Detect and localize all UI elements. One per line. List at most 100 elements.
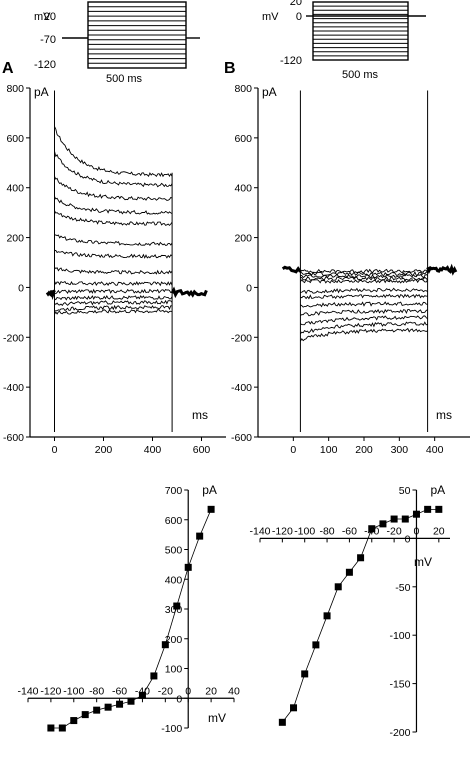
- y-tick-label: -200: [231, 332, 252, 344]
- current-trace: [300, 293, 428, 300]
- current-trace: [54, 249, 173, 259]
- iv-data-point: [161, 641, 169, 649]
- x-tick-label: 0: [290, 444, 296, 456]
- x-tick-label: -100: [63, 685, 84, 697]
- iv-data-point: [196, 532, 204, 540]
- y-tick-label: -100: [161, 723, 182, 735]
- iv-data-point: [301, 670, 309, 678]
- iv-data-point: [93, 706, 101, 714]
- y-tick-label: 600: [234, 133, 252, 145]
- x-tick-label: 200: [95, 444, 113, 456]
- y-tick-label: -400: [231, 382, 252, 394]
- iv-data-point: [58, 724, 66, 732]
- y-tick-label: 600: [165, 515, 183, 527]
- holding-current-trace: [281, 265, 302, 274]
- x-tick-label: 600: [193, 444, 211, 456]
- x-axis-label: mV: [414, 555, 432, 569]
- x-axis-label: ms: [436, 408, 452, 422]
- y-tick-label: -400: [3, 382, 24, 394]
- y-tick-label: -200: [3, 332, 24, 344]
- y-tick-label: 0: [246, 282, 252, 294]
- iv-data-point: [81, 711, 89, 719]
- y-tick-label: 100: [165, 664, 183, 676]
- protocol-b-bottom-label: -120: [280, 55, 302, 67]
- iv-data-point: [127, 697, 135, 705]
- current-trace: [54, 304, 173, 312]
- y-tick-label: 600: [6, 133, 24, 145]
- protocol-a-bottom-label: -120: [34, 59, 56, 71]
- current-trace: [300, 308, 428, 317]
- x-tick-label: -120: [40, 685, 61, 697]
- current-trace: [300, 287, 428, 295]
- x-tick-label: -60: [112, 685, 127, 697]
- x-tick-label: 0: [414, 525, 420, 537]
- x-tick-label: 200: [355, 444, 373, 456]
- x-tick-label: 40: [228, 685, 240, 697]
- current-trace: [54, 234, 173, 247]
- current-trace: [54, 126, 173, 178]
- y-tick-label: 200: [165, 634, 183, 646]
- iv-data-point: [207, 505, 215, 513]
- y-axis-label: pA: [262, 85, 277, 99]
- iv-data-point: [138, 691, 146, 699]
- y-tick-label: 400: [234, 183, 252, 195]
- y-tick-label: 200: [6, 233, 24, 245]
- current-trace: [300, 301, 428, 308]
- current-trace: [300, 327, 428, 342]
- protocol-b-duration: 500 ms: [342, 69, 379, 81]
- x-tick-label: 400: [144, 444, 162, 456]
- y-tick-label: -200: [389, 727, 410, 739]
- y-tick-label: 500: [165, 545, 183, 557]
- protocol-a-top-label: 20: [44, 11, 56, 23]
- iv-data-point: [334, 583, 342, 591]
- voltage-protocol-a: 20 mV -70 -120 500 ms: [34, 1, 200, 85]
- current-trace: [54, 299, 173, 307]
- x-tick-label: -140: [17, 685, 38, 697]
- y-axis-label: pA: [430, 483, 445, 497]
- iv-data-point: [184, 563, 192, 571]
- y-tick-label: 800: [234, 83, 252, 95]
- iv-data-point: [390, 515, 398, 523]
- holding-current-trace: [45, 289, 56, 301]
- y-tick-label: 700: [165, 485, 183, 497]
- protocol-a-unit: mV: [34, 11, 51, 23]
- y-tick-label: 0: [405, 533, 411, 545]
- protocol-b-top-label: 20: [290, 0, 302, 8]
- iv-data-point: [379, 520, 387, 528]
- current-trace: [54, 150, 173, 188]
- y-tick-label: 800: [6, 83, 24, 95]
- iv-data-point: [412, 510, 420, 518]
- current-trace: [54, 196, 173, 215]
- protocol-a-mid-label: -70: [40, 34, 56, 46]
- current-trace: [300, 315, 428, 326]
- x-tick-label: 400: [426, 444, 444, 456]
- y-tick-label: -600: [3, 432, 24, 444]
- y-tick-label: 50: [399, 485, 411, 497]
- iv-data-point: [401, 515, 409, 523]
- y-tick-label: 400: [165, 574, 183, 586]
- y-tick-label: -600: [231, 432, 252, 444]
- current-traces-chart-b: -600 -400 -200 0 200 400 600 800 0 100 200 300 400 pA…: [231, 83, 470, 456]
- x-tick-label: -80: [319, 525, 334, 537]
- y-tick-label: -100: [389, 630, 410, 642]
- iv-data-point: [323, 612, 331, 620]
- iv-data-point: [47, 724, 55, 732]
- x-tick-label: -140: [249, 525, 270, 537]
- x-tick-label: -60: [342, 525, 357, 537]
- iv-data-point: [312, 641, 320, 649]
- y-axis-label: pA: [202, 483, 217, 497]
- current-trace: [54, 280, 173, 287]
- x-axis-label: ms: [192, 408, 208, 422]
- protocol-b-zero-label: 0: [296, 11, 302, 23]
- y-tick-label: 0: [18, 282, 24, 294]
- iv-connecting-line: [282, 508, 439, 723]
- current-trace: [54, 176, 173, 201]
- panel-label-a: A: [2, 60, 14, 77]
- y-tick-label: 400: [6, 183, 24, 195]
- iv-data-point: [368, 525, 376, 533]
- x-tick-label: -20: [387, 525, 402, 537]
- current-trace: [54, 294, 173, 301]
- x-tick-label: 300: [391, 444, 409, 456]
- y-tick-label: 200: [234, 233, 252, 245]
